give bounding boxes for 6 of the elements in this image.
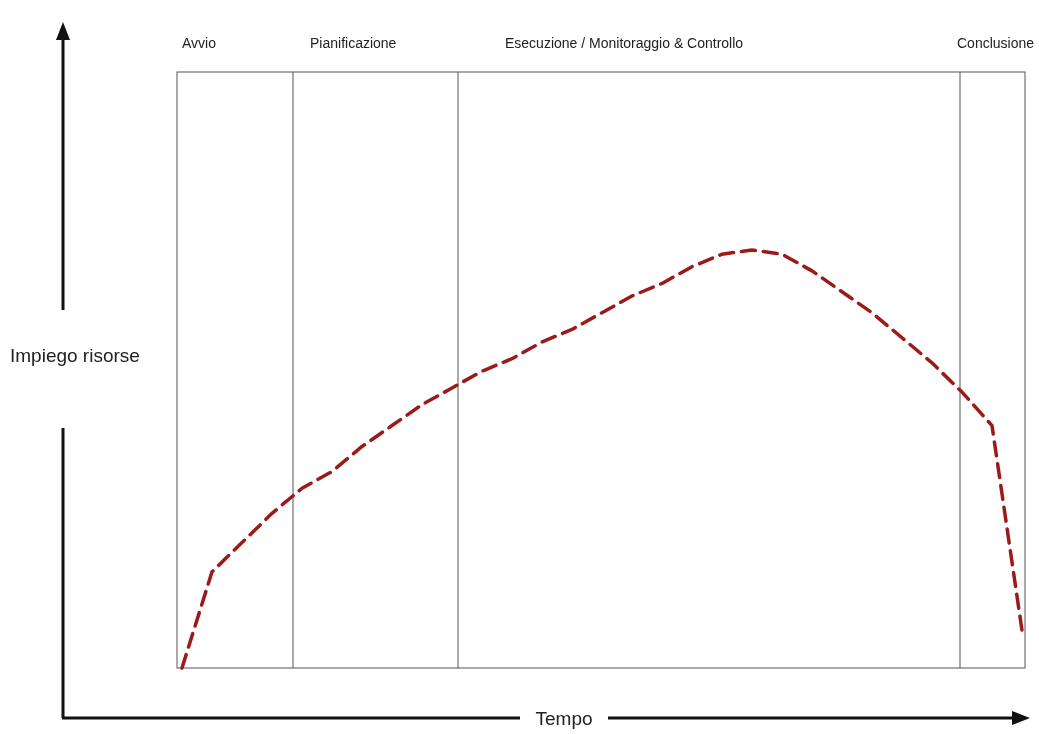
x-axis-title: Tempo <box>535 708 593 729</box>
text: Esecuzione / Monitoraggio & Controllo <box>505 35 744 51</box>
y-axis-title: Impiego risorse <box>10 345 140 366</box>
text: Conclusione <box>957 35 1035 51</box>
text: Avvio <box>182 35 217 51</box>
text: Pianificazione <box>310 35 397 51</box>
